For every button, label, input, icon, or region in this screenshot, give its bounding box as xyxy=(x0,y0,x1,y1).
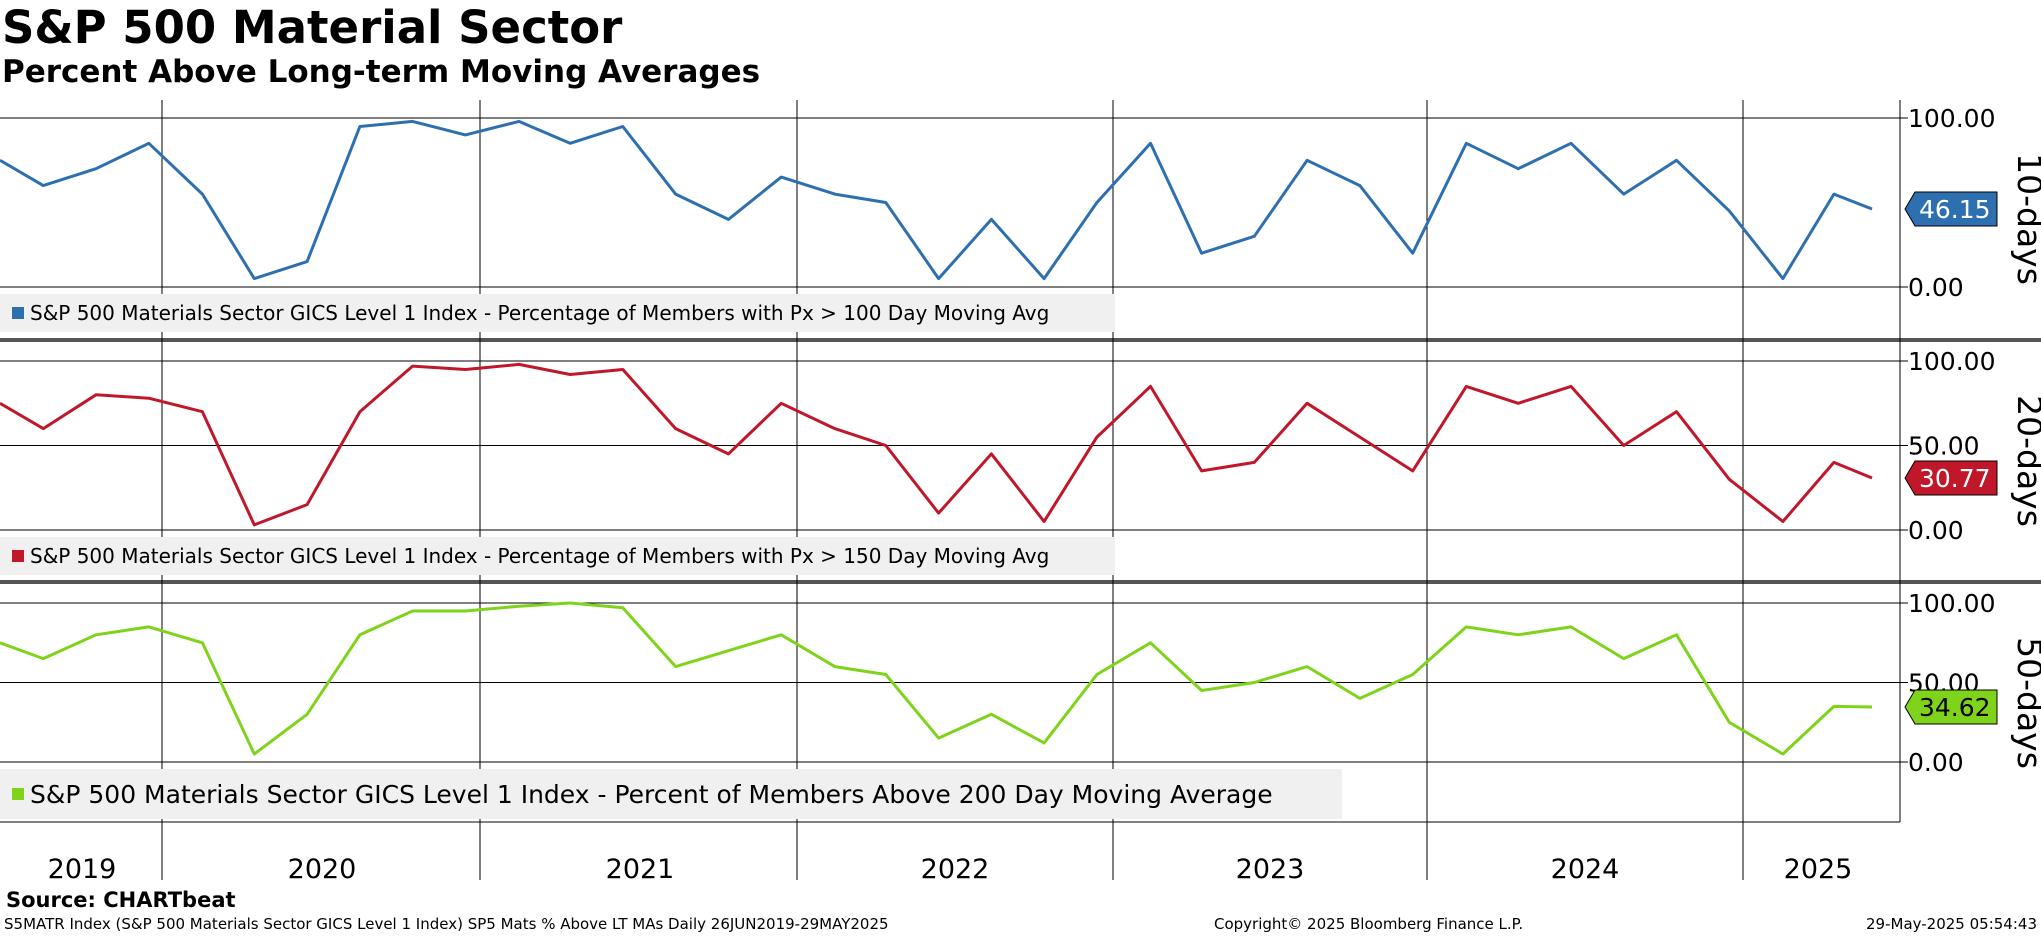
last-value-tag xyxy=(1904,460,1998,496)
panel-divider xyxy=(0,338,2041,342)
source-note: Source: CHARTbeat xyxy=(6,888,236,912)
legend-label: S&P 500 Materials Sector GICS Level 1 In… xyxy=(30,544,1049,568)
x-tick-label: 2024 xyxy=(1551,854,1620,885)
series-line xyxy=(0,601,1873,756)
last-value-tag xyxy=(1904,191,1998,227)
copyright-note: Copyright© 2025 Bloomberg Finance L.P. xyxy=(1214,915,1524,933)
panel-label: 10-days xyxy=(2010,153,2041,285)
legend-swatch xyxy=(12,788,24,800)
y-tick-label: 100.00 xyxy=(1908,347,1995,376)
y-tick-label: 0.00 xyxy=(1908,748,1964,777)
series-line xyxy=(0,119,1873,281)
series-line xyxy=(0,362,1873,527)
y-tick-label: 50.00 xyxy=(1908,432,1980,461)
panel-label: 50-days xyxy=(2010,637,2041,769)
chart-subtitle: Percent Above Long-term Moving Averages xyxy=(2,54,761,90)
x-tick-label: 2022 xyxy=(921,854,990,885)
x-tick-label: 2020 xyxy=(288,854,357,885)
x-tick-label: 2025 xyxy=(1784,854,1853,885)
last-value-tag xyxy=(1904,689,1998,725)
y-tick-label: 0.00 xyxy=(1908,273,1964,302)
panel-label: 20-days xyxy=(2010,395,2041,527)
y-tick-label: 0.00 xyxy=(1908,516,1964,545)
y-tick-label: 100.00 xyxy=(1908,104,1995,133)
legend-box xyxy=(0,537,1115,575)
panel-divider xyxy=(0,580,2041,584)
x-tick-label: 2023 xyxy=(1236,854,1305,885)
chart-title: S&P 500 Material Sector xyxy=(2,1,623,54)
legend-swatch xyxy=(12,307,24,319)
last-value-label: 30.77 xyxy=(1919,464,1991,493)
legend-label: S&P 500 Materials Sector GICS Level 1 In… xyxy=(30,780,1273,809)
x-tick-label: 2021 xyxy=(606,854,675,885)
x-tick-label: 2019 xyxy=(48,854,117,885)
legend-swatch xyxy=(12,550,24,562)
series-description: S5MATR Index (S&P 500 Materials Sector G… xyxy=(4,915,889,933)
y-tick-label: 100.00 xyxy=(1908,589,1995,618)
last-value-label: 46.15 xyxy=(1919,195,1991,224)
timestamp: 29-May-2025 05:54:43 xyxy=(1866,915,2037,933)
legend-box xyxy=(0,294,1115,332)
legend-label: S&P 500 Materials Sector GICS Level 1 In… xyxy=(30,301,1049,325)
last-value-label: 34.62 xyxy=(1919,693,1991,722)
legend-box xyxy=(0,769,1342,819)
